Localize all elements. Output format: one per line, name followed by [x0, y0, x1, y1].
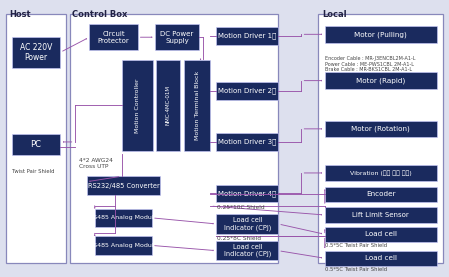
- Text: Motor (Rapid): Motor (Rapid): [356, 77, 405, 84]
- Text: Encoder Cable : MR-J3ENCBL2M-A1-L
Power Cable : ME-PWS1CBL 2M-A1-L
Brake Cable :: Encoder Cable : MR-J3ENCBL2M-A1-L Power …: [325, 56, 415, 72]
- Text: Motion Driver 1축: Motion Driver 1축: [218, 32, 277, 39]
- Text: NMC-4MC-01M: NMC-4MC-01M: [166, 85, 171, 125]
- FancyBboxPatch shape: [325, 120, 437, 137]
- Text: Encoder: Encoder: [366, 191, 396, 197]
- FancyBboxPatch shape: [122, 60, 153, 151]
- Text: Motor (Rotation): Motor (Rotation): [351, 125, 410, 132]
- Text: Twist Pair Shield: Twist Pair Shield: [12, 169, 54, 174]
- Text: DC Power
Supply: DC Power Supply: [160, 31, 194, 44]
- Text: Lift Limit Sensor: Lift Limit Sensor: [352, 212, 409, 218]
- FancyBboxPatch shape: [216, 82, 278, 100]
- Text: Motion Driver 4축: Motion Driver 4축: [218, 190, 277, 197]
- Text: Load cell
Indicator (CPJ): Load cell Indicator (CPJ): [224, 217, 271, 231]
- Text: Load cell: Load cell: [365, 255, 397, 261]
- FancyBboxPatch shape: [325, 251, 437, 266]
- Text: Motion Driver 3축: Motion Driver 3축: [218, 139, 277, 145]
- FancyBboxPatch shape: [325, 227, 437, 242]
- FancyBboxPatch shape: [325, 165, 437, 181]
- FancyBboxPatch shape: [216, 214, 278, 234]
- FancyBboxPatch shape: [95, 236, 152, 255]
- Text: PC: PC: [31, 140, 42, 149]
- FancyBboxPatch shape: [12, 134, 60, 155]
- FancyBboxPatch shape: [89, 24, 138, 50]
- Text: 4*2 AWG24
Cross UTP: 4*2 AWG24 Cross UTP: [79, 158, 113, 169]
- FancyBboxPatch shape: [325, 72, 437, 89]
- Text: RS232/485 Converter: RS232/485 Converter: [88, 183, 159, 189]
- Text: RS485 Analog Module: RS485 Analog Module: [89, 216, 158, 220]
- FancyBboxPatch shape: [216, 133, 278, 151]
- Text: Motor (Pulling): Motor (Pulling): [354, 31, 407, 38]
- FancyBboxPatch shape: [95, 209, 152, 227]
- Text: Circuit
Protector: Circuit Protector: [97, 31, 129, 44]
- FancyBboxPatch shape: [216, 27, 278, 45]
- Text: AC 220V
Power: AC 220V Power: [20, 43, 52, 62]
- FancyBboxPatch shape: [325, 26, 437, 43]
- FancyBboxPatch shape: [87, 176, 160, 195]
- Text: 0.5*5C Twist Pair Shield: 0.5*5C Twist Pair Shield: [325, 243, 387, 248]
- Text: Control Box: Control Box: [72, 10, 128, 19]
- FancyBboxPatch shape: [70, 14, 278, 263]
- Text: 0.25*10C Shield: 0.25*10C Shield: [217, 205, 265, 210]
- Text: Vibration (방향 타격 기능): Vibration (방향 타격 기능): [350, 170, 412, 176]
- FancyBboxPatch shape: [318, 14, 443, 263]
- FancyBboxPatch shape: [156, 60, 180, 151]
- Text: 0.25*8C Shield: 0.25*8C Shield: [217, 235, 261, 240]
- Text: Host: Host: [9, 10, 31, 19]
- FancyBboxPatch shape: [12, 37, 60, 68]
- FancyBboxPatch shape: [325, 187, 437, 202]
- Text: Motion Controller: Motion Controller: [135, 78, 140, 133]
- FancyBboxPatch shape: [184, 60, 210, 151]
- Text: Motion Driver 2축: Motion Driver 2축: [218, 88, 277, 94]
- Text: RS485 Analog Module: RS485 Analog Module: [89, 243, 158, 248]
- FancyBboxPatch shape: [325, 207, 437, 222]
- Text: Local: Local: [322, 10, 347, 19]
- FancyBboxPatch shape: [216, 241, 278, 260]
- Text: Load cell
Indicator (CPJ): Load cell Indicator (CPJ): [224, 244, 271, 257]
- FancyBboxPatch shape: [6, 14, 66, 263]
- Text: Load cell: Load cell: [365, 231, 397, 237]
- FancyBboxPatch shape: [216, 184, 278, 202]
- Text: 0.5*5C Twist Pair Shield: 0.5*5C Twist Pair Shield: [325, 267, 387, 272]
- FancyBboxPatch shape: [155, 24, 199, 50]
- Text: Motion Terminal Block: Motion Terminal Block: [195, 71, 200, 140]
